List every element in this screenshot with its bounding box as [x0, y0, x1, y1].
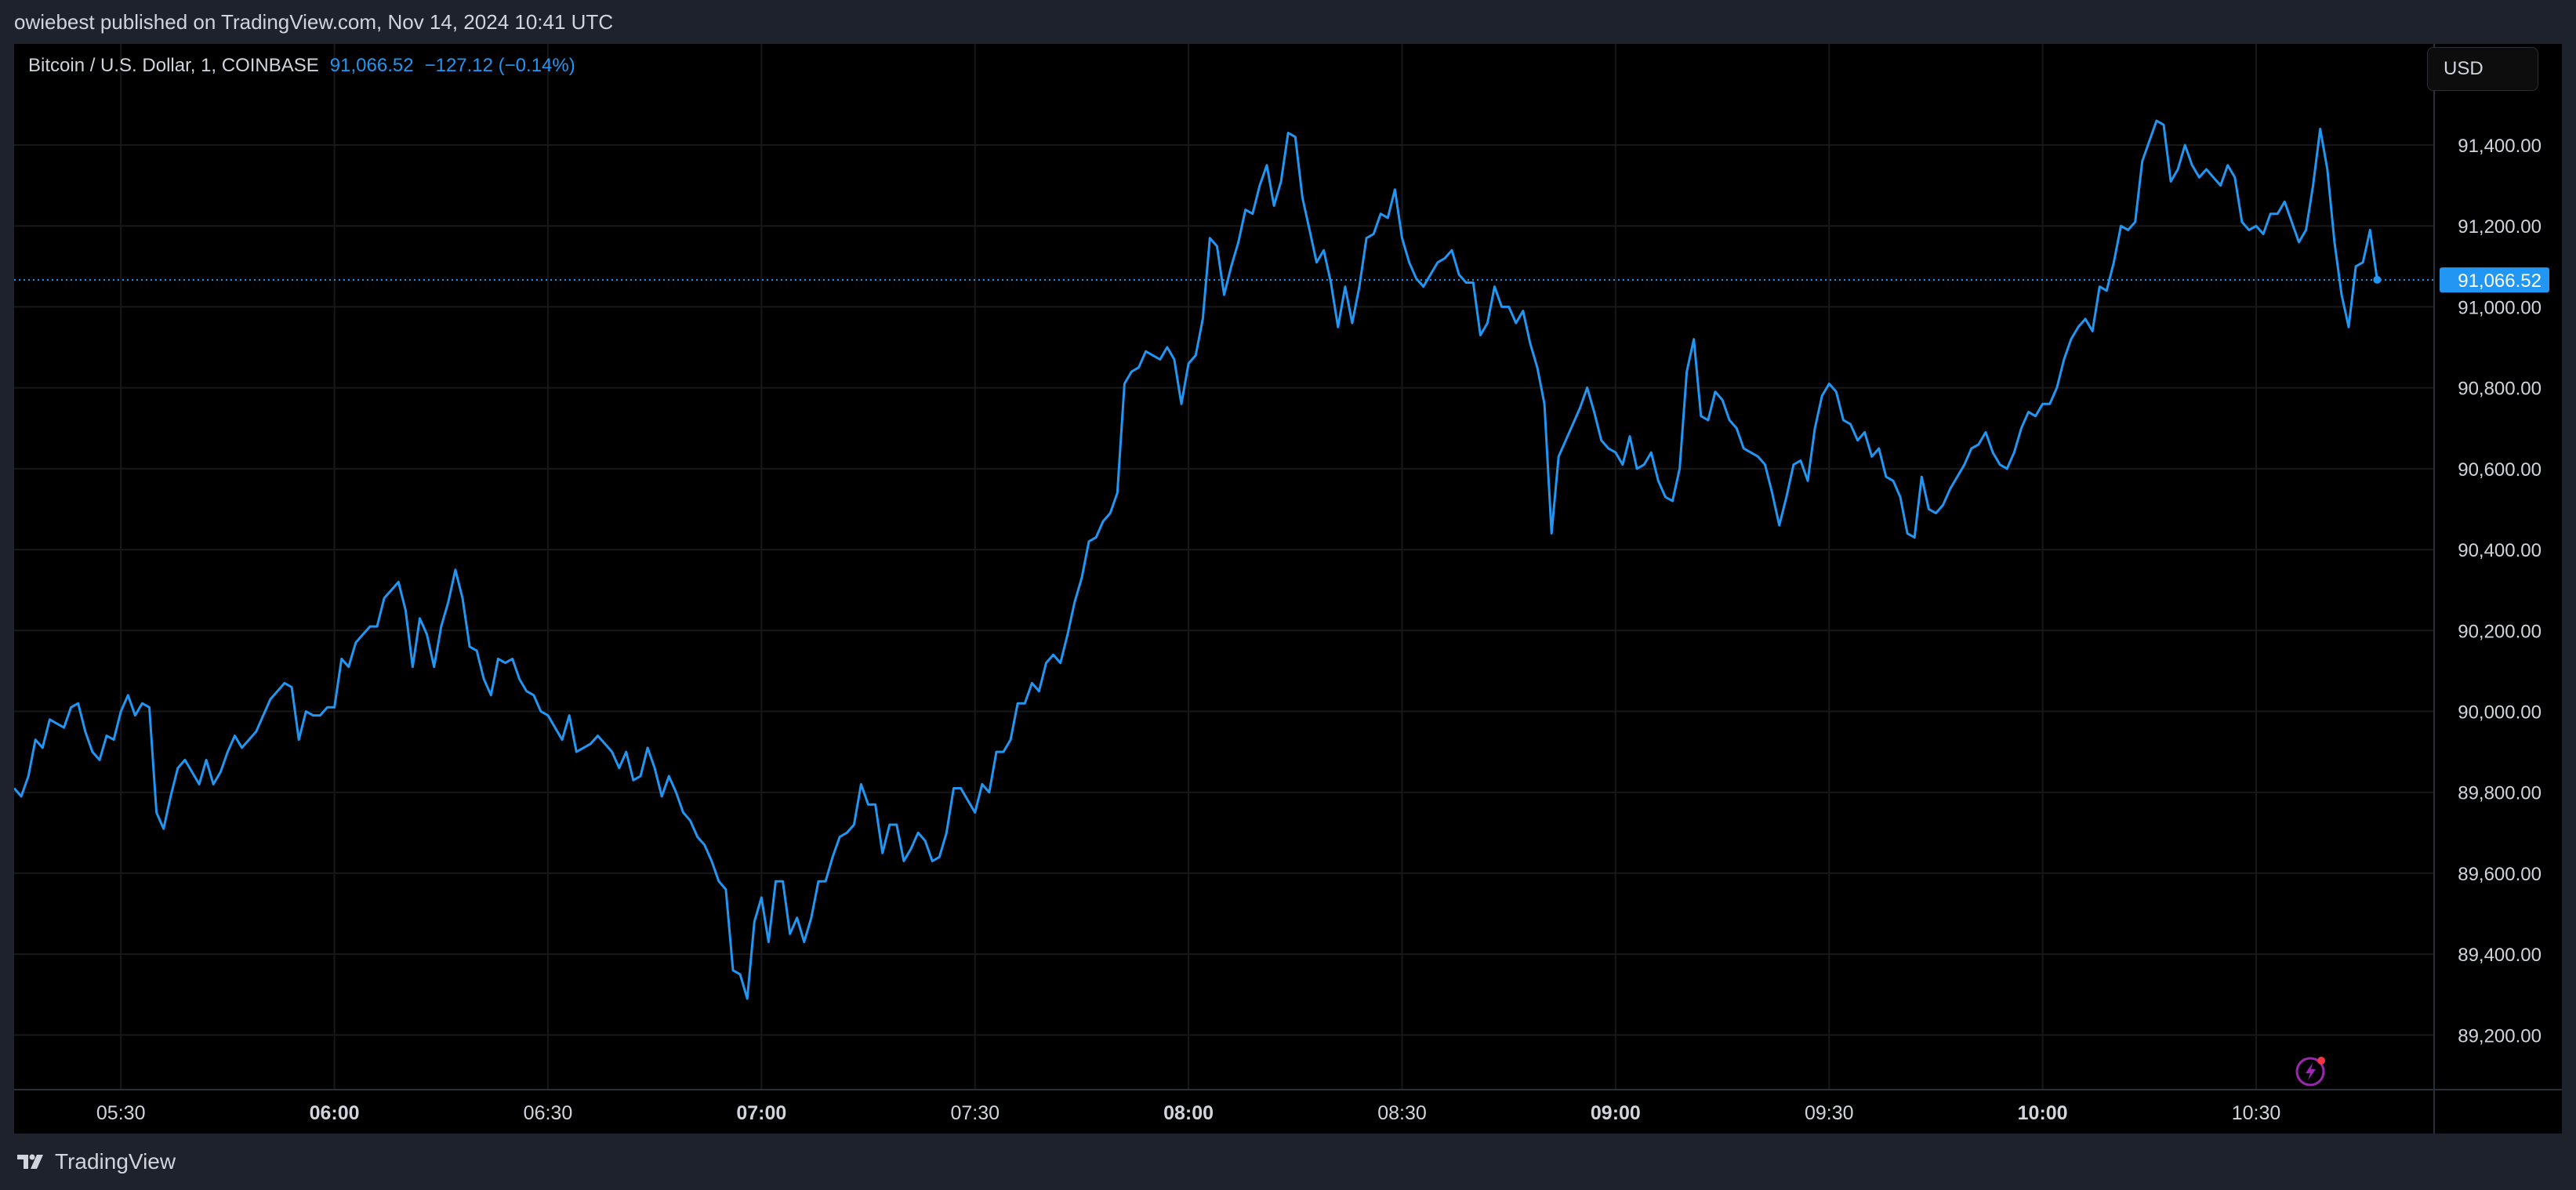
x-tick-label: 07:30 — [950, 1102, 1000, 1124]
symbol-legend[interactable]: Bitcoin / U.S. Dollar, 1, COINBASE 91,06… — [28, 55, 575, 77]
y-tick-label: 90,000.00 — [2458, 702, 2542, 723]
footer-bar: TradingView — [0, 1134, 2576, 1190]
y-tick-label: 90,200.00 — [2458, 621, 2542, 642]
y-tick-label: 90,800.00 — [2458, 379, 2542, 400]
price-chart[interactable]: 89,200.00 89,400.00 89,600.00 89,800.00 90,0… — [14, 44, 2562, 1134]
last-price-axis-label-bg — [2440, 267, 2549, 293]
price-change: −127.12 (−0.14%) — [424, 55, 575, 76]
footer-brand[interactable]: TradingView — [55, 1149, 176, 1174]
currency-label: USD — [2444, 58, 2483, 79]
x-tick-label: 06:00 — [310, 1102, 360, 1124]
x-tick-label: 08:00 — [1163, 1102, 1214, 1124]
x-tick-label: 06:30 — [524, 1102, 573, 1124]
y-tick-label: 89,600.00 — [2458, 864, 2542, 885]
lightning-bolt-icon[interactable] — [2295, 1053, 2329, 1087]
tradingview-logo-icon[interactable] — [16, 1152, 47, 1171]
publisher-text: owiebest published on TradingView.com, N… — [14, 9, 614, 34]
y-tick-label: 91,200.00 — [2458, 216, 2542, 238]
currency-selector-button[interactable]: USD — [2427, 47, 2538, 91]
y-tick-label: 90,400.00 — [2458, 540, 2542, 561]
y-tick-label: 91,400.00 — [2458, 136, 2542, 157]
chart-background — [14, 44, 2562, 1134]
y-tick-label: 89,200.00 — [2458, 1025, 2542, 1047]
publisher-header: owiebest published on TradingView.com, N… — [0, 0, 2576, 44]
x-tick-label: 10:30 — [2232, 1102, 2281, 1124]
y-tick-label: 91,000.00 — [2458, 297, 2542, 318]
y-tick-label: 89,400.00 — [2458, 945, 2542, 966]
price-line[interactable] — [14, 119, 2378, 1000]
x-tick-label: 09:30 — [1805, 1102, 1854, 1124]
symbol-name: Bitcoin / U.S. Dollar, 1, COINBASE — [28, 55, 319, 76]
x-tick-label: 08:30 — [1377, 1102, 1427, 1124]
last-price-axis-label: 91,066.52 — [2458, 270, 2542, 292]
x-tick-label: 07:00 — [736, 1102, 786, 1124]
x-tick-label: 05:30 — [96, 1102, 146, 1124]
last-price: 91,066.52 — [329, 55, 414, 76]
last-point-marker — [2373, 275, 2382, 284]
x-tick-label: 10:00 — [2018, 1102, 2068, 1124]
y-tick-label: 90,600.00 — [2458, 459, 2542, 481]
chart-frame[interactable]: 89,200.00 89,400.00 89,600.00 89,800.00 90,0… — [14, 44, 2562, 1134]
y-tick-label: 89,800.00 — [2458, 783, 2542, 804]
x-tick-label: 09:00 — [1591, 1102, 1641, 1124]
